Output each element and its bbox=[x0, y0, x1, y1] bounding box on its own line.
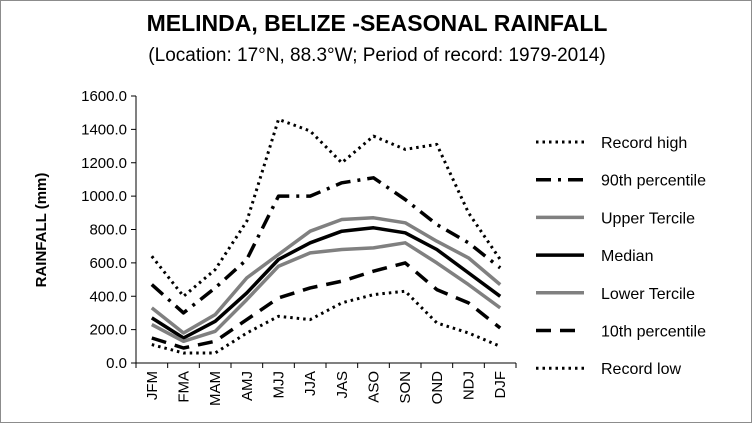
series-line bbox=[151, 261, 502, 350]
x-tick-label: JJA bbox=[302, 371, 319, 396]
legend-label: Record low bbox=[601, 361, 681, 378]
series-record-high bbox=[150, 117, 502, 298]
x-tick-label: NDJ bbox=[461, 371, 478, 400]
y-tick-label: 1400.0 bbox=[81, 121, 127, 138]
series-median bbox=[150, 226, 502, 340]
x-tick-label: DJF bbox=[492, 371, 509, 399]
x-tick-label: MAM bbox=[207, 371, 224, 406]
series-line bbox=[150, 226, 502, 340]
legend-label: 10th percentile bbox=[601, 324, 706, 341]
series-90th-percentile bbox=[150, 176, 502, 315]
plot-area: 0.0 200.0 400.0 600.0 800.0 1000.0 1200.0 1400.… bbox=[81, 88, 517, 406]
series-upper-tercile bbox=[150, 216, 502, 335]
x-tick-label: MJJ bbox=[271, 371, 288, 399]
x-tick-label: ASO bbox=[366, 371, 383, 403]
series-line bbox=[150, 241, 502, 344]
chart-title: MELINDA, BELIZE -SEASONAL RAINFALL bbox=[147, 10, 608, 36]
y-tick-label: 800.0 bbox=[89, 222, 127, 239]
x-tick-label: JAS bbox=[334, 371, 351, 399]
x-tick-label: AMJ bbox=[239, 371, 256, 401]
x-tick-label: OND bbox=[429, 371, 446, 405]
x-tick-label: JFM bbox=[144, 371, 161, 400]
y-tick-label: 400.0 bbox=[89, 288, 127, 305]
legend: Record high 90th percentile Upper Tercile M… bbox=[536, 135, 706, 378]
legend-label: Upper Tercile bbox=[601, 210, 695, 227]
series-10th-percentile bbox=[151, 261, 502, 350]
series-line bbox=[150, 117, 502, 298]
series-record-low bbox=[151, 289, 501, 355]
y-tick-label: 1600.0 bbox=[81, 88, 127, 105]
y-axis-label: RAINFALL (mm) bbox=[33, 173, 50, 288]
y-tick-label: 1200.0 bbox=[81, 155, 127, 172]
legend-label: Record high bbox=[601, 135, 687, 152]
legend-label: Median bbox=[601, 248, 653, 265]
series-line bbox=[150, 176, 502, 315]
x-tick-label: SON bbox=[397, 371, 414, 404]
legend-label: 90th percentile bbox=[601, 173, 706, 190]
y-tick-label: 200.0 bbox=[89, 322, 127, 339]
series-line bbox=[151, 289, 501, 355]
chart-subtitle: (Location: 17°N, 88.3°W; Period of recor… bbox=[148, 45, 605, 66]
legend-label: Lower Tercile bbox=[601, 286, 695, 303]
y-tick-label: 0.0 bbox=[106, 355, 127, 372]
y-tick-label: 600.0 bbox=[89, 255, 127, 272]
series-lower-tercile bbox=[150, 241, 502, 344]
y-tick-label: 1000.0 bbox=[81, 188, 127, 205]
series-line bbox=[150, 216, 502, 335]
x-tick-label: FMA bbox=[176, 371, 193, 403]
